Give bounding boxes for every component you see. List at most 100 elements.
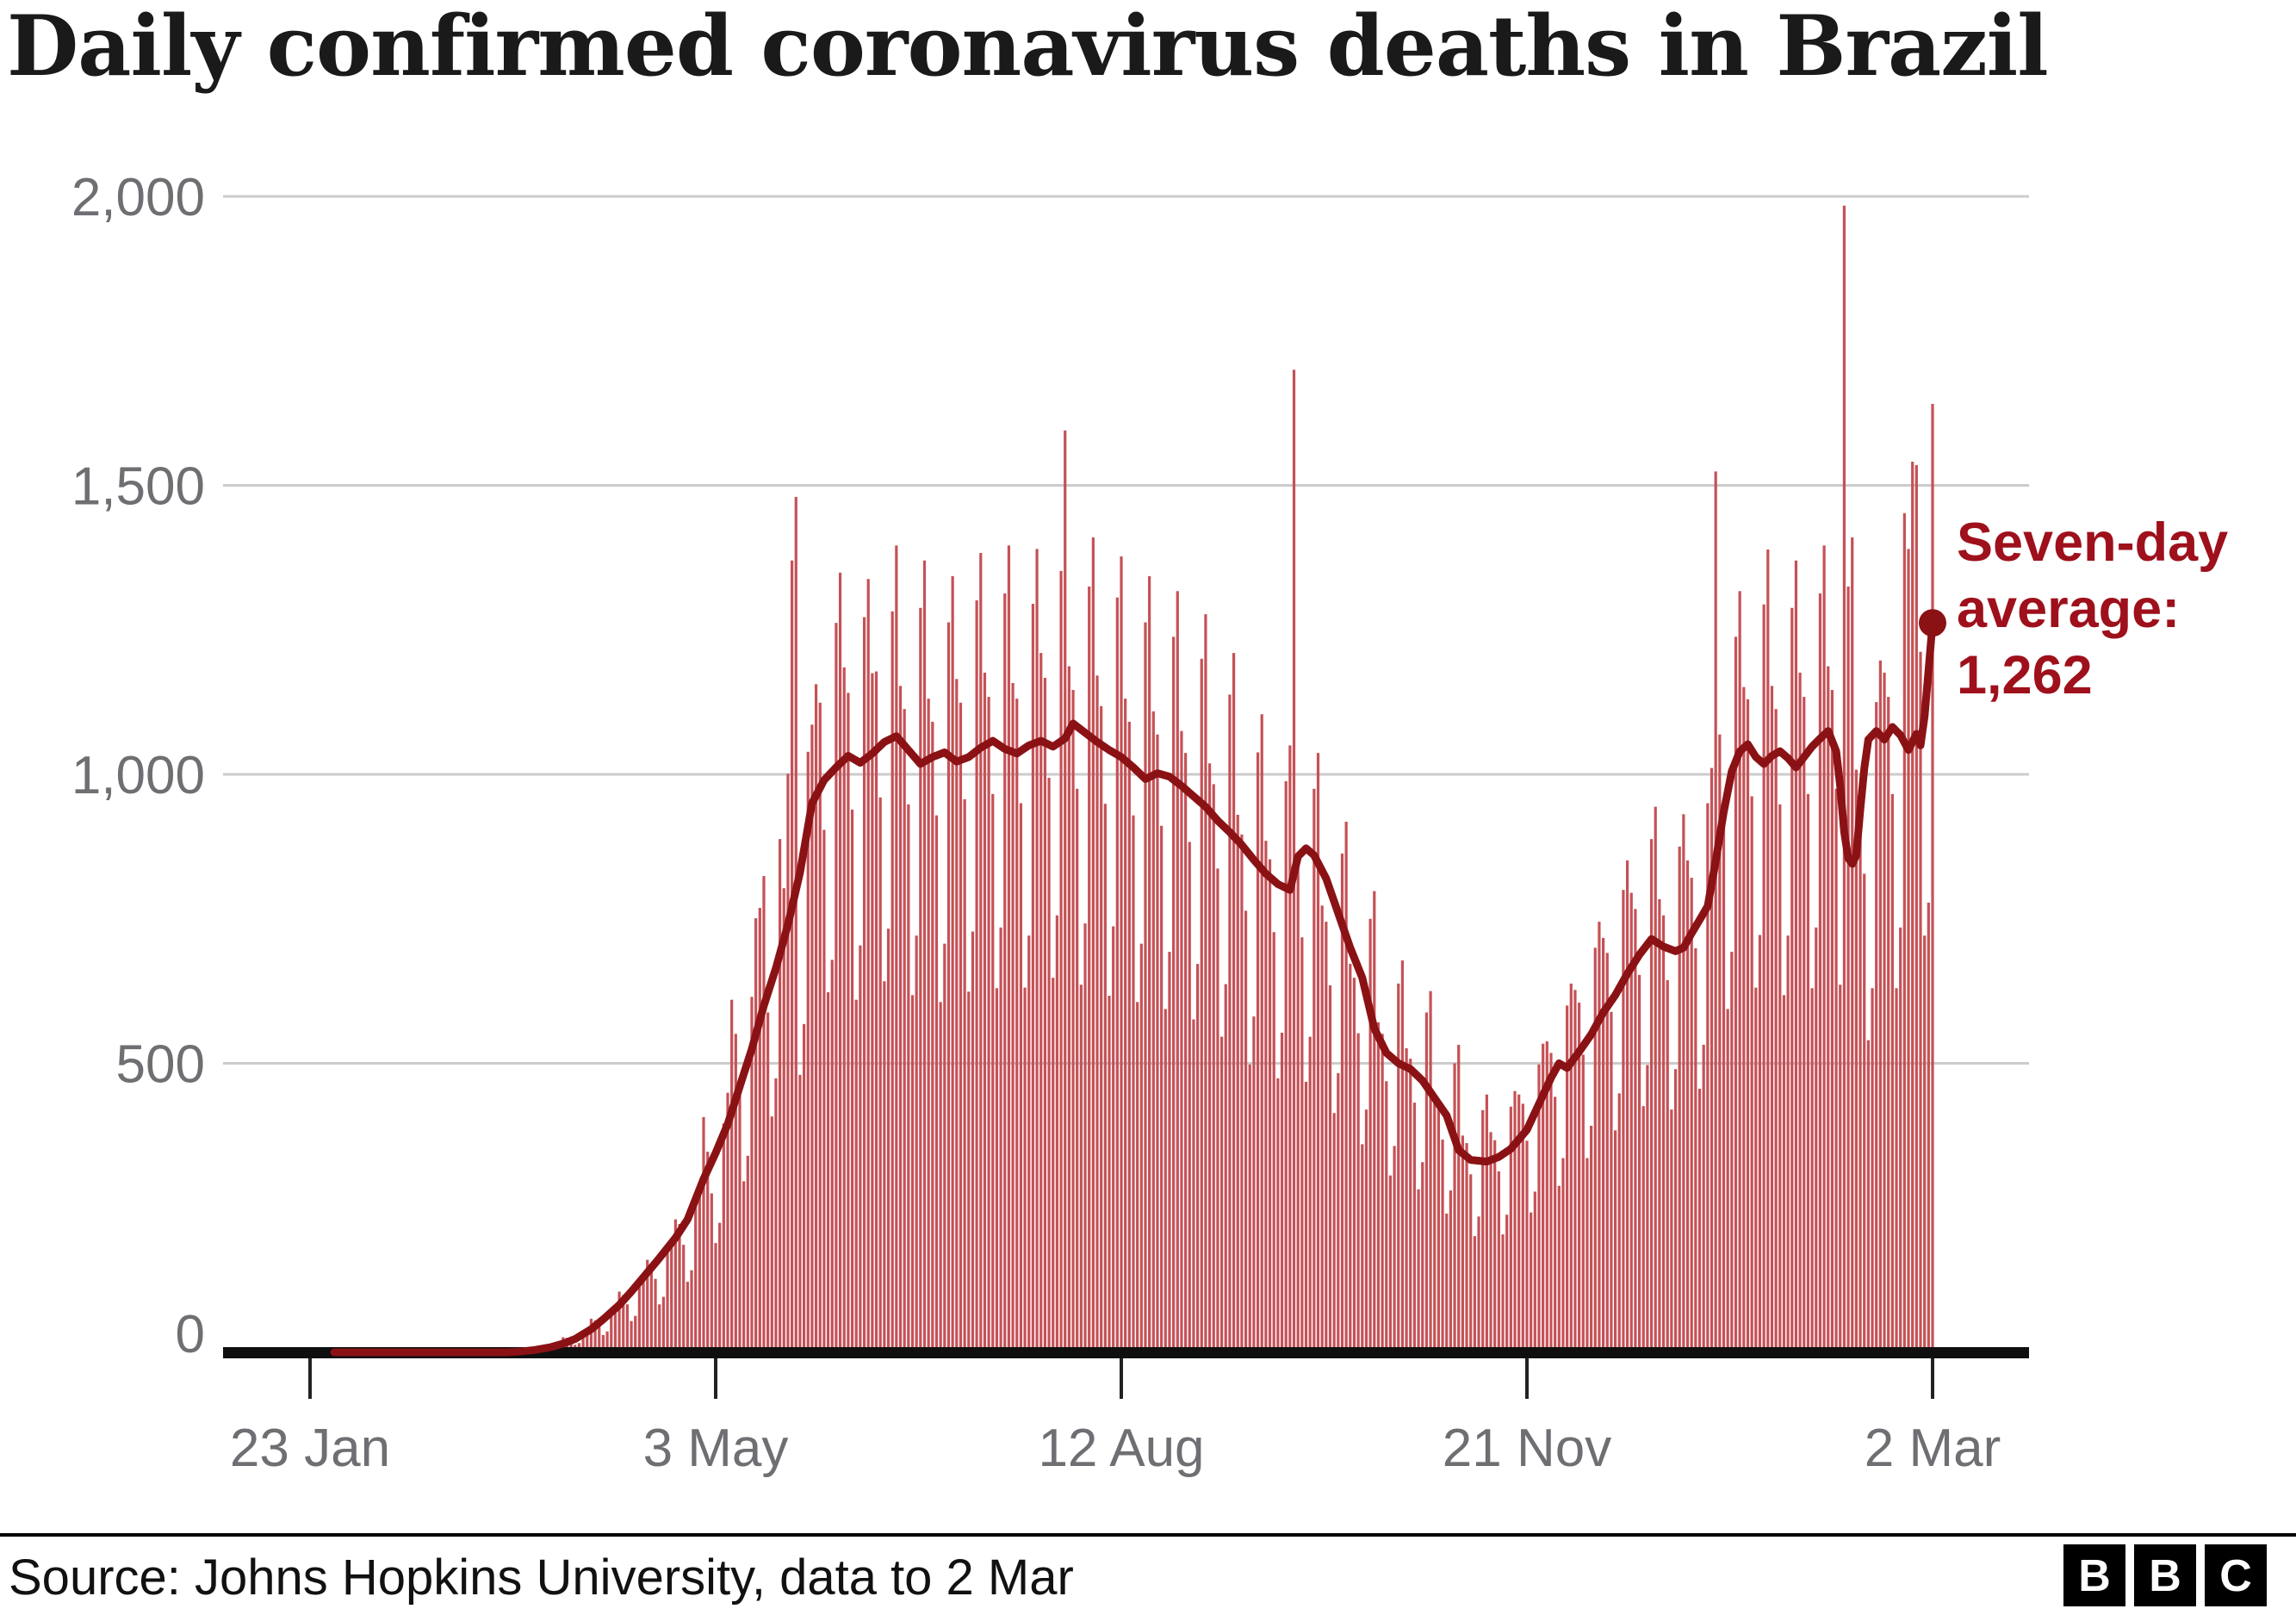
- bar-day-386: [1859, 790, 1862, 1352]
- x-axis-line: [223, 1347, 2029, 1358]
- bar-day-265: [1373, 891, 1376, 1352]
- bar-day-103: [722, 1123, 725, 1352]
- bar-day-98: [702, 1116, 705, 1352]
- bar-day-249: [1308, 1036, 1312, 1352]
- bar-day-335: [1654, 806, 1657, 1352]
- bar-day-232: [1240, 834, 1244, 1352]
- bar-day-348: [1706, 803, 1710, 1352]
- source-text: Source: Johns Hopkins University, data t…: [9, 1550, 1074, 1606]
- bar-day-308: [1545, 1041, 1548, 1352]
- bar-day-192: [1079, 985, 1083, 1352]
- bar-day-154: [927, 699, 930, 1352]
- bar-day-93: [682, 1245, 686, 1352]
- bar-day-115: [770, 1116, 773, 1352]
- bar-day-168: [983, 672, 987, 1352]
- bar-day-276: [1417, 1189, 1420, 1352]
- bar-day-341: [1678, 846, 1681, 1352]
- bar-day-350: [1714, 471, 1717, 1352]
- bar-day-363: [1766, 549, 1770, 1352]
- bar-day-175: [1011, 682, 1015, 1352]
- bar-day-162: [959, 702, 963, 1352]
- bar-day-343: [1685, 860, 1690, 1352]
- bar-day-68: [581, 1332, 585, 1352]
- bar-day-224: [1207, 763, 1212, 1352]
- bar-day-152: [919, 607, 922, 1352]
- bar-day-158: [943, 943, 946, 1352]
- bar-day-235: [1252, 1016, 1256, 1352]
- bar-day-292: [1481, 1109, 1485, 1352]
- bar-day-95: [690, 1270, 693, 1352]
- bar-day-97: [698, 1195, 701, 1352]
- bar-day-72: [598, 1326, 601, 1352]
- bar-day-198: [1103, 804, 1107, 1352]
- bar-day-111: [754, 918, 758, 1352]
- bar-day-90: [670, 1243, 673, 1352]
- bar-day-300: [1513, 1090, 1517, 1352]
- bar-day-302: [1521, 1103, 1524, 1352]
- bar-day-135: [850, 809, 854, 1352]
- bar-day-71: [593, 1320, 597, 1352]
- bar-day-140: [871, 673, 874, 1352]
- bar-day-102: [718, 1222, 722, 1352]
- bar-day-344: [1690, 878, 1693, 1352]
- bar-day-78: [622, 1295, 625, 1352]
- bar-day-267: [1381, 1034, 1384, 1352]
- bar-day-384: [1851, 537, 1854, 1352]
- bar-day-354: [1730, 951, 1734, 1352]
- bar-day-159: [946, 622, 951, 1352]
- bar-day-166: [975, 600, 978, 1352]
- bar-day-306: [1537, 1064, 1541, 1352]
- bar-day-230: [1232, 653, 1236, 1352]
- bbc-logo-letter: C: [2205, 1544, 2267, 1606]
- bar-day-270: [1393, 1146, 1396, 1352]
- bar-day-286: [1457, 1045, 1461, 1352]
- bar-day-371: [1798, 672, 1802, 1352]
- bar-day-223: [1204, 614, 1207, 1352]
- bar-day-283: [1445, 1213, 1449, 1352]
- bar-day-366: [1778, 804, 1782, 1352]
- x-tick-label: 23 Jan: [230, 1419, 390, 1478]
- bar-day-395: [1895, 988, 1898, 1352]
- bar-day-268: [1385, 1081, 1388, 1352]
- bar-day-301: [1517, 1094, 1521, 1352]
- bar-day-204: [1127, 721, 1131, 1352]
- bar-day-110: [750, 997, 754, 1352]
- bar-day-99: [706, 1152, 710, 1352]
- bar-day-203: [1124, 699, 1127, 1352]
- bar-day-239: [1268, 859, 1272, 1352]
- bar-day-336: [1658, 898, 1661, 1352]
- bar-day-96: [694, 1202, 698, 1352]
- bar-day-320: [1593, 947, 1597, 1352]
- bar-day-358: [1746, 699, 1750, 1352]
- bar-day-117: [779, 839, 782, 1352]
- bar-day-340: [1673, 1069, 1678, 1352]
- bar-day-396: [1899, 927, 1902, 1352]
- bbc-logo-letter: B: [2134, 1544, 2196, 1606]
- bar-day-404: [1931, 403, 1934, 1352]
- bar-day-307: [1542, 1043, 1545, 1352]
- bar-day-187: [1059, 570, 1063, 1352]
- bar-day-208: [1144, 622, 1147, 1352]
- bar-day-324: [1610, 1011, 1613, 1352]
- bar-day-298: [1505, 1214, 1509, 1352]
- bar-day-401: [1919, 651, 1922, 1352]
- bar-day-248: [1304, 1081, 1308, 1352]
- bar-day-240: [1272, 932, 1275, 1352]
- bar-day-231: [1236, 814, 1239, 1352]
- bar-day-108: [742, 1181, 746, 1352]
- bar-day-173: [1003, 593, 1007, 1352]
- bar-day-281: [1437, 1103, 1441, 1352]
- bar-day-247: [1300, 937, 1304, 1352]
- bar-day-382: [1842, 205, 1846, 1353]
- bar-day-325: [1613, 1130, 1617, 1352]
- bar-day-150: [910, 995, 915, 1352]
- bar-day-282: [1441, 1140, 1444, 1352]
- bar-day-153: [922, 560, 927, 1352]
- bar-day-236: [1256, 752, 1260, 1352]
- bar-day-355: [1734, 637, 1738, 1352]
- bar-day-378: [1827, 666, 1830, 1352]
- bar-day-137: [859, 945, 862, 1352]
- bar-day-311: [1557, 1185, 1561, 1352]
- bar-day-278: [1424, 1012, 1429, 1352]
- bar-day-360: [1754, 987, 1758, 1352]
